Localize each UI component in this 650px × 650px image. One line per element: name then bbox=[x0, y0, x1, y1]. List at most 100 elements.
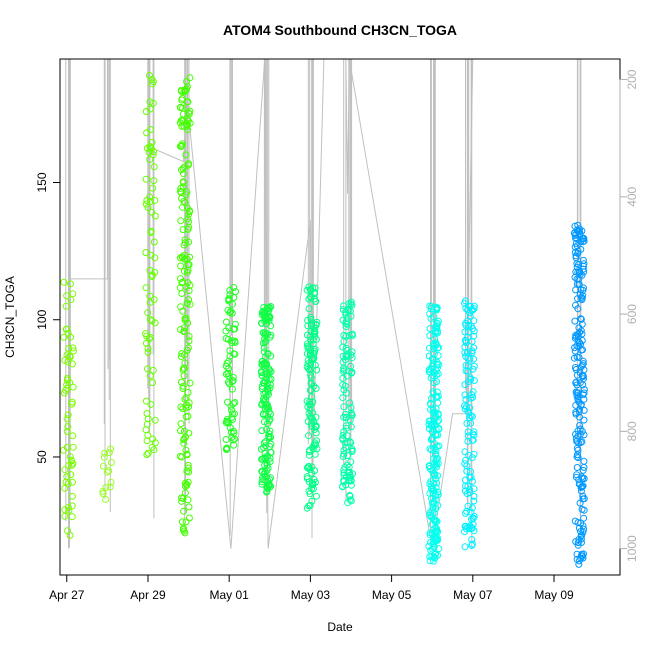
data-point bbox=[579, 466, 587, 474]
data-point bbox=[466, 486, 474, 494]
data-point bbox=[461, 299, 468, 307]
data-point bbox=[307, 347, 314, 355]
point-group bbox=[339, 298, 357, 507]
data-point bbox=[574, 432, 582, 440]
data-point bbox=[426, 325, 434, 333]
data-point bbox=[311, 361, 319, 369]
x-tick-label: Apr 29 bbox=[130, 588, 166, 602]
data-point bbox=[227, 428, 235, 436]
data-point bbox=[142, 200, 150, 208]
data-point bbox=[143, 144, 151, 152]
data-point bbox=[263, 459, 271, 467]
data-point bbox=[433, 378, 441, 386]
data-point bbox=[261, 396, 269, 404]
data-point bbox=[181, 324, 189, 332]
data-point bbox=[146, 334, 154, 341]
data-point bbox=[339, 394, 347, 402]
data-point bbox=[259, 473, 267, 481]
data-point bbox=[574, 395, 582, 403]
data-point bbox=[580, 235, 588, 243]
data-point bbox=[65, 507, 73, 514]
data-point bbox=[228, 300, 236, 308]
data-point bbox=[426, 511, 434, 519]
data-point bbox=[573, 453, 581, 461]
data-point bbox=[265, 316, 273, 324]
data-point bbox=[179, 307, 187, 315]
data-point bbox=[182, 151, 190, 159]
data-point bbox=[68, 502, 76, 510]
data-point bbox=[462, 304, 470, 312]
data-point bbox=[580, 366, 588, 374]
data-point bbox=[60, 333, 68, 341]
data-point bbox=[428, 482, 435, 490]
data-point bbox=[431, 408, 439, 416]
data-point bbox=[427, 400, 435, 408]
data-point bbox=[467, 473, 475, 481]
data-point bbox=[151, 254, 159, 262]
data-point bbox=[311, 467, 319, 475]
data-point bbox=[577, 554, 585, 562]
data-point bbox=[572, 234, 579, 242]
data-point bbox=[67, 471, 75, 479]
data-point bbox=[311, 328, 319, 336]
data-point bbox=[425, 542, 433, 550]
data-point bbox=[150, 163, 158, 171]
data-point bbox=[463, 467, 471, 475]
data-point bbox=[430, 516, 438, 524]
data-point bbox=[304, 322, 312, 330]
data-point bbox=[186, 379, 194, 387]
data-point bbox=[230, 284, 238, 291]
data-point bbox=[572, 254, 580, 262]
data-point bbox=[260, 444, 268, 452]
data-point bbox=[461, 328, 469, 336]
data-point bbox=[182, 283, 190, 291]
data-point bbox=[177, 117, 185, 125]
data-point bbox=[260, 329, 268, 337]
data-point bbox=[433, 364, 441, 372]
data-point bbox=[461, 543, 469, 551]
point-group bbox=[222, 284, 239, 453]
data-point bbox=[231, 350, 239, 358]
data-point bbox=[151, 212, 159, 220]
data-point bbox=[69, 432, 77, 440]
data-point bbox=[262, 454, 270, 462]
data-point bbox=[580, 406, 588, 414]
data-point bbox=[580, 463, 588, 471]
data-point bbox=[69, 383, 77, 391]
data-point bbox=[339, 367, 347, 375]
data-point bbox=[572, 473, 580, 481]
data-point bbox=[468, 542, 476, 549]
data-point bbox=[178, 94, 186, 102]
data-point bbox=[265, 369, 273, 377]
data-point bbox=[147, 227, 155, 235]
data-point bbox=[144, 348, 152, 356]
data-point bbox=[231, 339, 239, 346]
data-point bbox=[313, 492, 320, 500]
point-group bbox=[303, 283, 321, 512]
data-point bbox=[177, 427, 184, 435]
data-point bbox=[177, 275, 184, 283]
data-point bbox=[146, 266, 154, 274]
data-point bbox=[575, 398, 583, 406]
data-point bbox=[258, 478, 266, 486]
data-point bbox=[225, 380, 233, 388]
data-point bbox=[149, 366, 157, 374]
data-point bbox=[577, 439, 585, 446]
data-point bbox=[427, 315, 435, 322]
data-point bbox=[64, 504, 72, 511]
data-point bbox=[344, 499, 352, 507]
data-point bbox=[142, 284, 150, 292]
data-point bbox=[305, 305, 313, 313]
data-point bbox=[308, 485, 315, 493]
data-point bbox=[346, 399, 354, 407]
data-point bbox=[306, 386, 314, 394]
data-point bbox=[576, 499, 584, 507]
data-point bbox=[466, 522, 474, 530]
data-point bbox=[432, 475, 440, 483]
data-point bbox=[578, 483, 586, 491]
data-point bbox=[434, 352, 442, 359]
data-point bbox=[150, 177, 158, 185]
data-point bbox=[348, 445, 356, 453]
y-axis-label: CH3CN_TOGA bbox=[3, 276, 17, 358]
data-point bbox=[186, 300, 194, 308]
